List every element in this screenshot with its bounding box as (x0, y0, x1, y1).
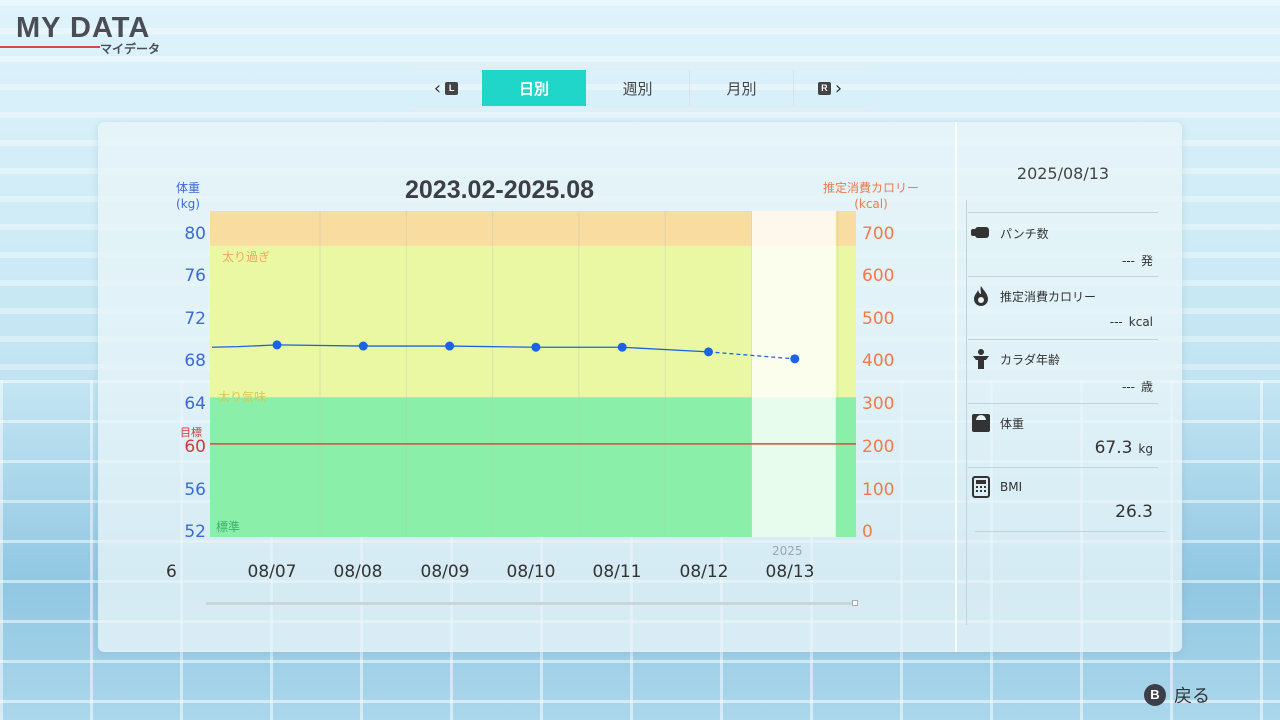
scrollbar-thumb[interactable] (852, 600, 858, 606)
y-tick-left-goal: 60 (184, 437, 206, 457)
y-tick-left: 80 (184, 224, 206, 244)
back-button[interactable]: B 戻る (1144, 682, 1210, 708)
x-tick: 08/09 (420, 562, 470, 582)
body-age-icon (970, 348, 992, 370)
info-divider-line (968, 212, 1158, 213)
punch-icon (970, 222, 992, 244)
body-age-unit: 歳 (1140, 380, 1153, 394)
x-tick: 08/07 (247, 562, 297, 582)
y-tick-left: 72 (184, 309, 206, 329)
left-axis-label: 体重 (kg) (176, 181, 201, 211)
info-bmi: BMI 26.3 (970, 476, 1165, 536)
info-calories: 推定消費カロリー --- kcal (970, 285, 1165, 345)
zone-label-normal: 標準 (216, 520, 241, 534)
l-button-icon: L (445, 81, 459, 95)
info-divider-line (968, 339, 1158, 340)
x-tick: 08/11 (592, 562, 642, 582)
tab-monthly[interactable]: 月別 (690, 70, 794, 106)
flame-icon (970, 285, 992, 307)
calories-value: --- (1109, 315, 1123, 329)
zone-label-slightly-over: 太り気味 (218, 390, 267, 404)
info-divider (966, 200, 967, 625)
tab-daily[interactable]: 日別 (482, 70, 586, 106)
right-axis-label: 推定消費カロリー (kcal) (823, 181, 920, 211)
body-age-label: カラダ年齢 (1000, 352, 1061, 367)
tab-next-button[interactable]: R › (794, 70, 866, 106)
weight-label: 体重 (1000, 416, 1025, 431)
y-tick-left: 64 (184, 394, 206, 414)
year-label: 2025 (772, 544, 803, 558)
page-title: MY DATA (16, 12, 151, 44)
tab-weekly[interactable]: 週別 (586, 70, 690, 106)
panel-divider (955, 122, 957, 652)
body-age-value: --- (1121, 380, 1135, 394)
y-tick-right: 700 (862, 224, 895, 244)
zone-label-over: 太り過ぎ (222, 250, 271, 264)
bmi-label: BMI (1000, 480, 1023, 494)
y-tick-left: 68 (184, 351, 206, 371)
weight-unit: kg (1138, 442, 1153, 456)
x-tick: 08/10 (506, 562, 556, 582)
y-tick-right: 300 (862, 394, 895, 414)
info-divider-line (975, 531, 1165, 532)
calculator-icon (970, 476, 992, 498)
punch-count-unit: 発 (1140, 254, 1153, 268)
calories-label: 推定消費カロリー (1000, 289, 1097, 304)
punch-count-value: --- (1121, 254, 1135, 268)
selected-date: 2025/08/13 (1016, 164, 1110, 183)
x-tick: 6 (166, 562, 177, 582)
tab-prev-button[interactable]: ‹ L (410, 70, 482, 106)
x-tick: 08/12 (679, 562, 729, 582)
y-tick-right: 600 (862, 266, 895, 286)
y-tick-left: 52 (184, 522, 206, 542)
info-divider-line (968, 467, 1158, 468)
info-punch-count: パンチ数 --- 発 (970, 222, 1165, 282)
y-tick-right: 0 (862, 522, 873, 542)
y-tick-left: 56 (184, 480, 206, 500)
calories-unit: kcal (1128, 315, 1153, 329)
goal-label: 目標 (180, 426, 202, 439)
b-button-icon: B (1144, 684, 1166, 706)
info-weight: 体重 67.3 kg (970, 412, 1165, 472)
chevron-left-icon: ‹ (433, 77, 442, 99)
bmi-value: 26.3 (1115, 502, 1153, 522)
page-subtitle: マイデータ (100, 42, 161, 56)
x-tick: 08/08 (333, 562, 383, 582)
title-underline (0, 46, 100, 48)
y-tick-right: 500 (862, 309, 895, 329)
chevron-right-icon: › (834, 77, 843, 99)
info-divider-line (968, 403, 1158, 404)
y-tick-right: 100 (862, 480, 895, 500)
info-divider-line (968, 276, 1158, 277)
period-tabs: ‹ L 日別 週別 月別 R › (410, 66, 870, 110)
y-tick-right: 400 (862, 351, 895, 371)
chart-title: 2023.02-2025.08 (405, 176, 595, 204)
r-button-icon: R (817, 81, 831, 95)
chart-scrollbar[interactable] (206, 600, 858, 606)
back-label: 戻る (1174, 686, 1210, 707)
weight-value: 67.3 (1094, 438, 1133, 458)
y-tick-left: 76 (184, 266, 206, 286)
punch-count-label: パンチ数 (1000, 226, 1049, 241)
y-tick-right: 200 (862, 437, 895, 457)
scale-icon (970, 412, 992, 434)
x-tick: 08/13 (765, 562, 815, 582)
info-body-age: カラダ年齢 --- 歳 (970, 348, 1165, 408)
